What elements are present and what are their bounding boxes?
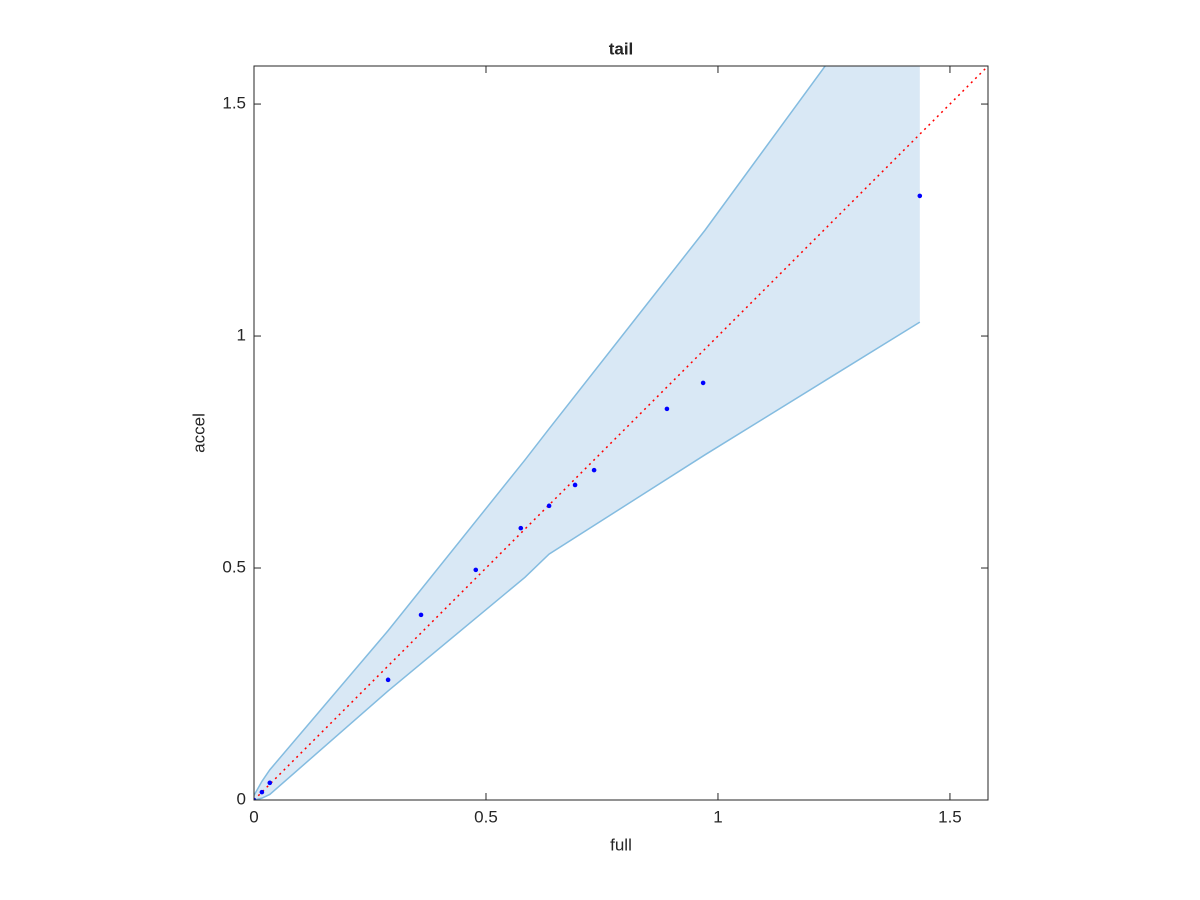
data-point [700,380,706,386]
y-tick-label: 0.5 [222,557,246,576]
data-point [418,612,424,618]
data-point [254,797,257,800]
plot-area [254,66,988,800]
y-tick-label: 1 [237,326,246,345]
x-tick-label: 1 [713,807,722,826]
axes: 0 0.5 1 1.5 0 0.5 1 1.5 [222,65,989,826]
chart-title: tail [609,39,634,58]
band-lower-edge [254,321,921,800]
x-axis-label: full [610,835,632,854]
x-tick-label: 0 [249,807,258,826]
x-tick-label: 0.5 [474,807,498,826]
data-point [518,525,524,531]
data-point [259,789,265,795]
data-point [546,503,552,509]
data-point [473,567,479,573]
data-point [267,780,273,786]
axes-box [253,65,989,801]
data-point [385,677,391,683]
confidence-band [254,66,920,800]
data-point [917,193,923,199]
data-point [591,467,597,473]
data-point [572,482,578,488]
reference-line [254,66,988,800]
data-point [664,406,670,412]
y-tick-label: 1.5 [222,94,246,113]
band-upper-edge [254,66,827,796]
y-axis-label: accel [189,413,208,453]
x-tick-label: 1.5 [938,807,962,826]
y-tick-label: 0 [237,789,246,808]
